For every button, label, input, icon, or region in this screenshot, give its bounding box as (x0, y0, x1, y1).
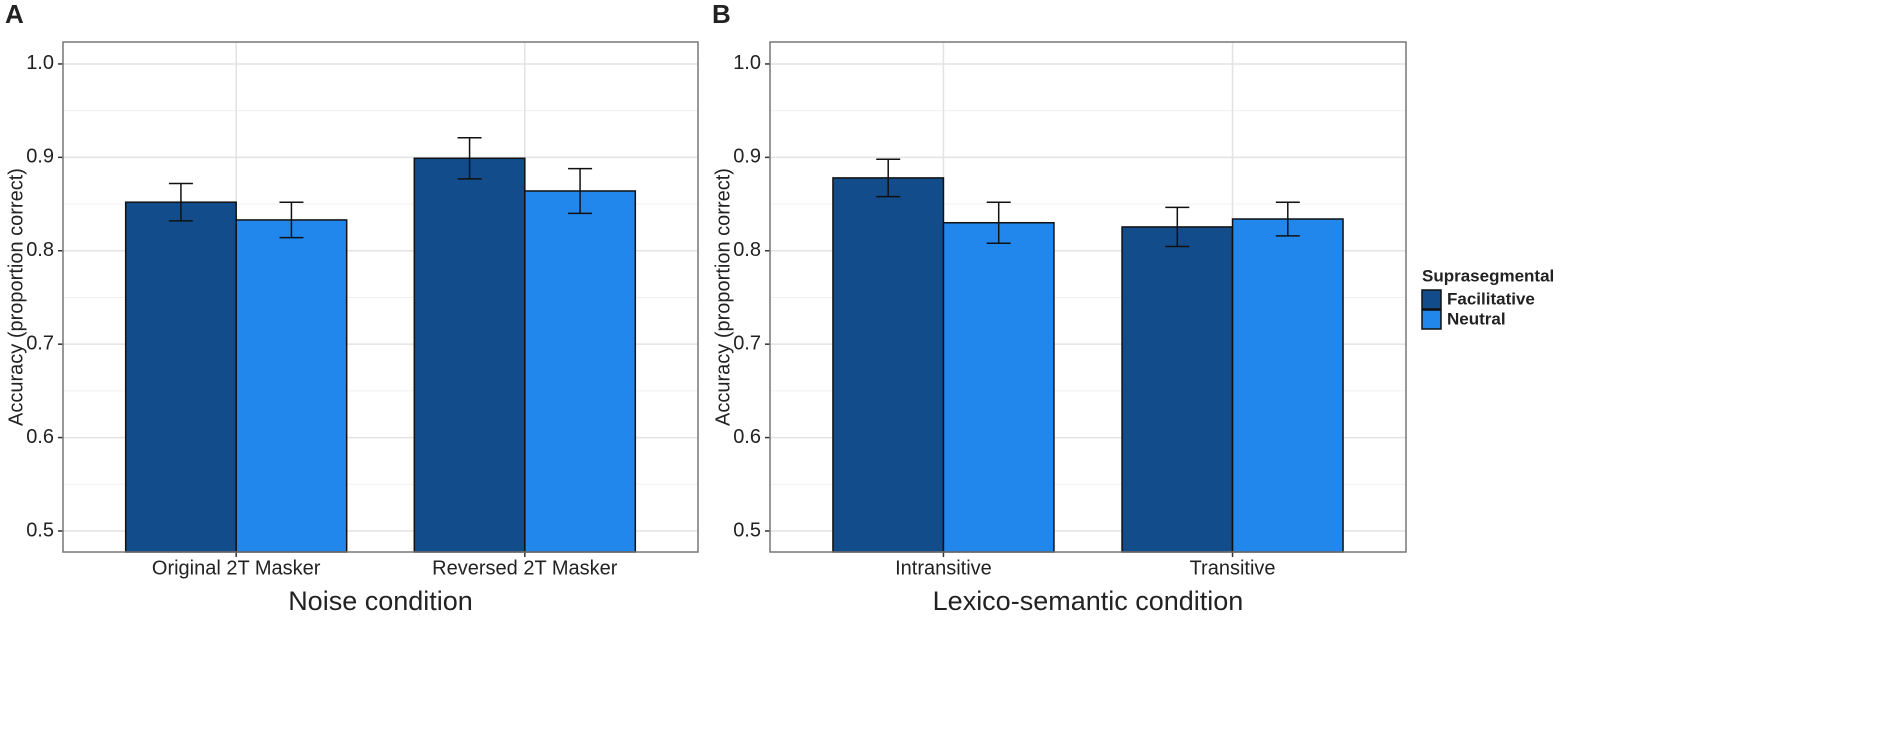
y-tick-label: 0.6 (26, 426, 54, 448)
y-tick-label: 0.7 (733, 332, 761, 354)
y-axis-title: Accuracy (proportion correct) (5, 168, 27, 426)
y-tick-label: 0.7 (26, 332, 54, 354)
plot-border (769, 41, 1407, 553)
y-tick-label: 0.8 (26, 239, 54, 261)
legend-title: Suprasegmental (1422, 266, 1554, 285)
bar (832, 177, 945, 553)
y-tick-label: 0.5 (26, 519, 54, 541)
legend-label: Neutral (1447, 309, 1506, 328)
x-axis-title: Lexico-semantic condition (933, 586, 1244, 616)
x-tick-label: Intransitive (895, 557, 992, 579)
y-tick-label: 0.6 (733, 426, 761, 448)
y-tick-label: 1.0 (733, 52, 761, 74)
bar (1231, 218, 1344, 553)
bar (1121, 226, 1234, 553)
legend-label: Facilitative (1447, 289, 1535, 308)
panel-label: B (712, 0, 731, 29)
legend-key (1421, 309, 1442, 330)
x-tick-label: Reversed 2T Masker (432, 557, 618, 579)
bar (942, 221, 1055, 553)
y-tick-label: 1.0 (26, 52, 54, 74)
panel-label: A (5, 0, 24, 29)
x-tick-label: Original 2T Masker (152, 557, 321, 579)
y-tick-label: 0.8 (733, 239, 761, 261)
bar (235, 219, 348, 553)
bar (413, 157, 526, 553)
bar (124, 201, 237, 553)
plot-border (62, 41, 699, 553)
x-tick-label: Transitive (1190, 557, 1276, 579)
y-tick-label: 0.5 (733, 519, 761, 541)
x-axis-title: Noise condition (288, 586, 473, 616)
y-tick-label: 0.9 (733, 146, 761, 168)
y-axis-title: Accuracy (proportion correct) (712, 168, 734, 426)
legend-key (1421, 289, 1442, 310)
bar (524, 190, 637, 553)
y-tick-label: 0.9 (26, 146, 54, 168)
